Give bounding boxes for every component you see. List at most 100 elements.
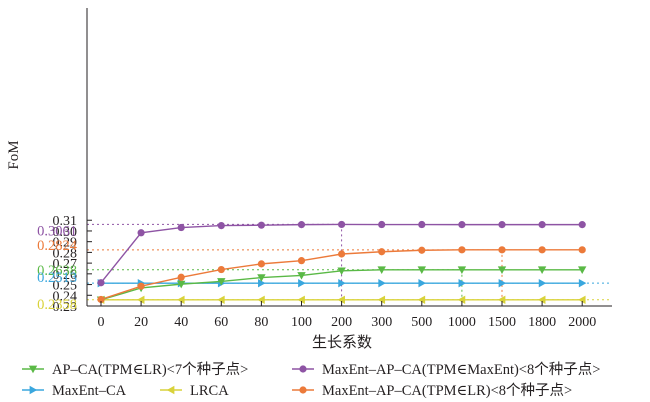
series-3 <box>97 220 586 287</box>
data-point <box>338 220 346 229</box>
x-tick-label: 1000 <box>448 315 476 330</box>
legend-swatch-marker <box>28 365 38 374</box>
legend-swatch-marker <box>299 386 307 394</box>
data-point <box>136 295 145 304</box>
x-tick-label: 1800 <box>528 315 556 330</box>
series-0 <box>96 266 587 305</box>
y-tick-label: 0.31 <box>53 214 78 229</box>
series-2 <box>96 295 586 304</box>
y-tick-label: 0.25 <box>53 279 78 294</box>
data-point <box>458 246 466 254</box>
axes <box>86 8 612 307</box>
x-tick-label: 500 <box>411 315 432 330</box>
data-point <box>297 221 306 229</box>
data-point <box>417 295 426 304</box>
x-tick-label: 0 <box>98 315 105 330</box>
series-layer <box>96 220 587 305</box>
data-point <box>137 229 145 237</box>
data-point <box>457 266 467 274</box>
data-point <box>297 295 305 304</box>
y-axis-title: FoM <box>6 140 22 169</box>
y-tick-label: 0.27 <box>53 257 78 272</box>
legend-label: MaxEnt–AP–CA(TPM∈MaxEnt)<8个种子点> <box>322 361 600 378</box>
x-tick-label: 20 <box>134 315 148 330</box>
data-point <box>258 278 266 288</box>
data-point <box>338 278 346 288</box>
data-point <box>137 282 145 290</box>
data-point <box>418 220 426 229</box>
x-tick-label: 100 <box>291 315 312 330</box>
legend-item: MaxEnt–AP–CA(TPM∈MaxEnt)<8个种子点> <box>292 361 600 378</box>
x-tick-label: 2000 <box>568 315 596 330</box>
data-point <box>378 248 386 256</box>
legend-label: MaxEnt–CA <box>52 383 127 399</box>
data-point <box>537 295 546 304</box>
data-point <box>418 278 426 288</box>
x-tick-label: 60 <box>214 315 228 330</box>
legend-label: LRCA <box>190 383 229 399</box>
y-tick-label: 0.30 <box>53 225 78 240</box>
data-point <box>538 221 546 229</box>
reference-value-label: 0.3061 <box>37 223 77 239</box>
reference-value-label: 0.2513 <box>37 270 77 286</box>
y-tick-label: 0.24 <box>53 289 78 304</box>
x-tick-label: 1500 <box>488 315 516 330</box>
data-point <box>458 221 466 229</box>
data-point <box>257 295 265 304</box>
legend-label: AP–CA(TPM∈LR)<7个种子点> <box>52 361 248 378</box>
data-point <box>217 278 226 286</box>
data-point <box>538 278 547 288</box>
data-point <box>97 295 105 304</box>
data-point <box>177 273 185 281</box>
data-point <box>177 223 185 232</box>
x-tick-label: 80 <box>254 315 268 330</box>
data-point <box>257 260 265 268</box>
x-tick-label: 300 <box>371 315 392 330</box>
y-tick-label: 0.29 <box>53 236 78 251</box>
data-point <box>297 272 306 280</box>
x-tick-label: 40 <box>174 315 188 330</box>
data-point <box>378 220 386 229</box>
data-point <box>177 295 185 304</box>
x-axis-title: 生长系数 <box>312 334 372 351</box>
legend-item: LRCA <box>160 383 229 399</box>
legend: AP–CA(TPM∈LR)<7个种子点> MaxEnt–AP–CA(TPM∈Max… <box>22 361 600 399</box>
data-point <box>418 246 426 254</box>
data-point <box>257 274 266 282</box>
data-point <box>338 250 346 258</box>
data-point <box>498 221 506 229</box>
data-point <box>377 295 386 304</box>
legend-item: MaxEnt–CA <box>22 383 127 399</box>
data-point <box>297 257 306 265</box>
legend-item: MaxEnt–AP–CA(TPM∈LR)<8个种子点> <box>292 382 572 399</box>
data-point <box>498 278 507 288</box>
legend-item: AP–CA(TPM∈LR)<7个种子点> <box>22 361 248 378</box>
y-tick-label: 0.23 <box>53 300 78 315</box>
data-point <box>578 266 587 274</box>
y-ticks: 0.230.240.250.260.270.280.290.300.31 <box>53 214 92 315</box>
data-point <box>337 267 346 276</box>
data-point <box>97 279 105 287</box>
reference-value-label: 0.2638 <box>37 263 77 279</box>
data-point <box>578 221 586 229</box>
data-point <box>458 278 467 288</box>
data-point <box>337 295 345 304</box>
series-4 <box>97 246 586 304</box>
y-tick-label: 0.26 <box>53 268 78 283</box>
data-point <box>217 295 225 304</box>
data-point <box>217 265 225 274</box>
data-point <box>457 295 466 304</box>
legend-label: MaxEnt–AP–CA(TPM∈LR)<8个种子点> <box>322 382 572 399</box>
data-point <box>378 278 386 288</box>
data-point <box>537 266 547 274</box>
y-tick-label: 0.28 <box>53 246 78 261</box>
legend-swatch-marker <box>166 385 175 395</box>
data-point <box>417 266 426 274</box>
reference-lines <box>87 223 612 306</box>
data-point <box>217 222 225 230</box>
reference-value-label: 0.2358 <box>37 297 77 313</box>
x-tick-label: 200 <box>331 315 352 330</box>
